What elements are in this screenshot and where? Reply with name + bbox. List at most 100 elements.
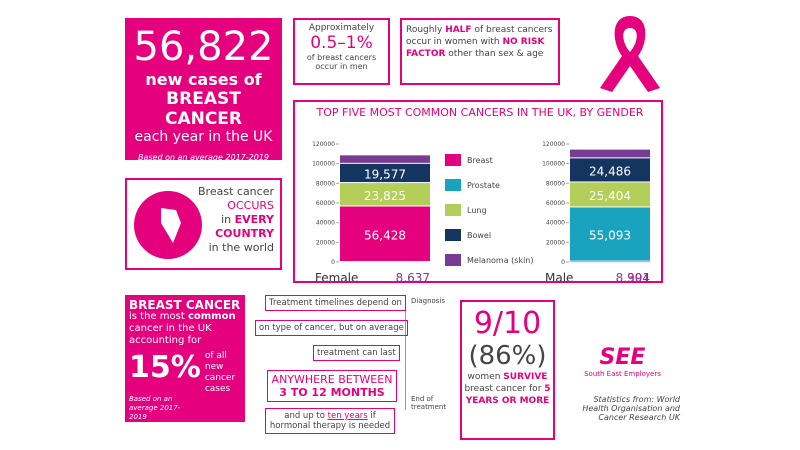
text: BREAST CANCER <box>164 89 243 129</box>
text: 3 TO 12 MONTHS <box>279 386 385 399</box>
text: BREAST CANCER <box>129 298 241 312</box>
y-tick-label: 0 <box>561 259 565 266</box>
text: of breast cancers occur in men <box>306 53 377 71</box>
timeline: Treatment timelines depend on on type of… <box>255 295 455 440</box>
legend-swatch <box>445 254 461 266</box>
y-tick-label: 120000 <box>542 141 565 148</box>
y-tick-label: 100000 <box>542 161 565 168</box>
text: Roughly <box>406 25 443 35</box>
legend-swatch <box>445 154 461 166</box>
y-tick-label: 80000 <box>546 180 565 187</box>
bar-segment <box>340 206 430 261</box>
figure: 9/10 <box>473 306 542 341</box>
step: on type of cancer, but on average <box>255 320 408 336</box>
bar-segment <box>570 158 650 182</box>
logo-name: South East Employers <box>584 370 661 378</box>
y-tick-label: 60000 <box>316 200 335 207</box>
y-tick-label: 20000 <box>546 239 565 246</box>
value-label: 19,577 <box>364 167 406 181</box>
text: ten years <box>327 411 368 421</box>
text: OCCURS <box>227 199 274 212</box>
legend-label: Lung <box>467 206 487 215</box>
label: Diagnosis <box>411 297 446 305</box>
risk-panel: Roughly HALF of breast cancers occur in … <box>400 18 560 85</box>
text: of all new cancer cases <box>204 351 236 394</box>
text: SURVIVE <box>503 372 548 382</box>
value-label: 55,093 <box>589 229 631 243</box>
legend-label: Prostate <box>467 181 500 190</box>
text: in <box>221 213 232 226</box>
y-tick-label: 0 <box>331 259 335 266</box>
text: of breast cancers occur in women with <box>406 25 553 47</box>
y-tick-label: 20000 <box>316 239 335 246</box>
text: NO RISK FACTOR <box>406 37 545 59</box>
figure: (86%) <box>468 341 547 371</box>
world-panel: Breast cancer OCCURS in EVERY COUNTRY in… <box>125 178 282 270</box>
bar-segment <box>340 183 430 206</box>
text: if hormonal therapy is needed <box>269 411 391 431</box>
y-tick-label: 80000 <box>316 180 335 187</box>
bar-segment <box>340 155 430 163</box>
survive-panel: 9/10 (86%) women SURVIVE breast cancer f… <box>460 300 555 440</box>
bar-segment <box>570 149 650 158</box>
text: 5 YEARS OR MORE <box>465 384 551 406</box>
chart: TOP FIVE MOST COMMON CANCERS IN THE UK, … <box>293 100 663 283</box>
label: End of treatment <box>411 395 447 411</box>
step: and up to ten years if hormonal therapy … <box>265 408 395 434</box>
y-tick-label: 120000 <box>312 141 335 148</box>
category-label: Female <box>315 271 358 283</box>
value-label: 25,404 <box>589 189 631 203</box>
legend-swatch <box>445 204 461 216</box>
chart-title: TOP FIVE MOST COMMON CANCERS IN THE UK, … <box>316 106 644 119</box>
globe-icon <box>134 191 202 259</box>
step: treatment can last <box>313 345 400 361</box>
logo: SEE South East Employers <box>565 345 680 378</box>
text: EVERY COUNTRY <box>215 213 274 240</box>
note: Based on an average 2017-2019 <box>137 153 270 162</box>
category-label: Male <box>545 271 573 283</box>
value-label: 23,825 <box>364 189 406 203</box>
text: breast cancer for <box>464 384 542 394</box>
text: Breast cancer <box>198 185 274 198</box>
legend-swatch <box>445 179 461 191</box>
y-tick-label: 40000 <box>316 220 335 227</box>
text: common <box>187 311 236 322</box>
text: and up to <box>284 411 325 421</box>
y-tick-label: 40000 <box>546 220 565 227</box>
value-label: 8,901 <box>616 271 650 283</box>
bar-segment <box>570 207 650 261</box>
text: Approximately <box>308 23 375 33</box>
text: in the world <box>208 241 274 254</box>
step: Treatment timelines depend on <box>265 295 406 311</box>
figure: 15% <box>129 350 201 385</box>
y-tick-label: 60000 <box>546 200 565 207</box>
legend-label: Melanoma (skin) <box>467 256 534 265</box>
text: HALF <box>445 25 472 35</box>
figure: 0.5–1% <box>310 33 373 53</box>
legend-label: Bowel <box>467 231 491 240</box>
ribbon-icon <box>600 16 660 92</box>
bar-segment <box>340 163 430 183</box>
text: ANYWHERE BETWEEN <box>271 373 393 386</box>
text: is the most <box>129 311 185 322</box>
value-label: 394 <box>627 271 650 283</box>
text: cancer in the UK accounting for <box>129 323 212 346</box>
logo-mark: SEE <box>599 345 646 370</box>
cases-panel: 56,822 new cases of BREAST CANCER each y… <box>125 18 282 162</box>
note: Based on an average 2017-2019 <box>129 395 181 421</box>
common-panel: BREAST CANCER is the most common cancer … <box>125 295 245 422</box>
text: each year in the UK <box>134 129 273 145</box>
bar-segment <box>570 261 650 263</box>
value-label: 56,428 <box>364 228 406 242</box>
value-label: 24,486 <box>589 164 631 178</box>
legend-swatch <box>445 229 461 241</box>
legend-label: Breast <box>467 156 493 165</box>
source: Statistics from: World Health Organisati… <box>582 395 680 422</box>
text: other than sex & age <box>448 49 544 59</box>
text: new cases of <box>145 70 262 89</box>
bar-segment <box>570 182 650 207</box>
text: women <box>467 372 501 382</box>
cases-number: 56,822 <box>133 24 274 70</box>
step: ANYWHERE BETWEEN 3 TO 12 MONTHS <box>267 370 397 402</box>
